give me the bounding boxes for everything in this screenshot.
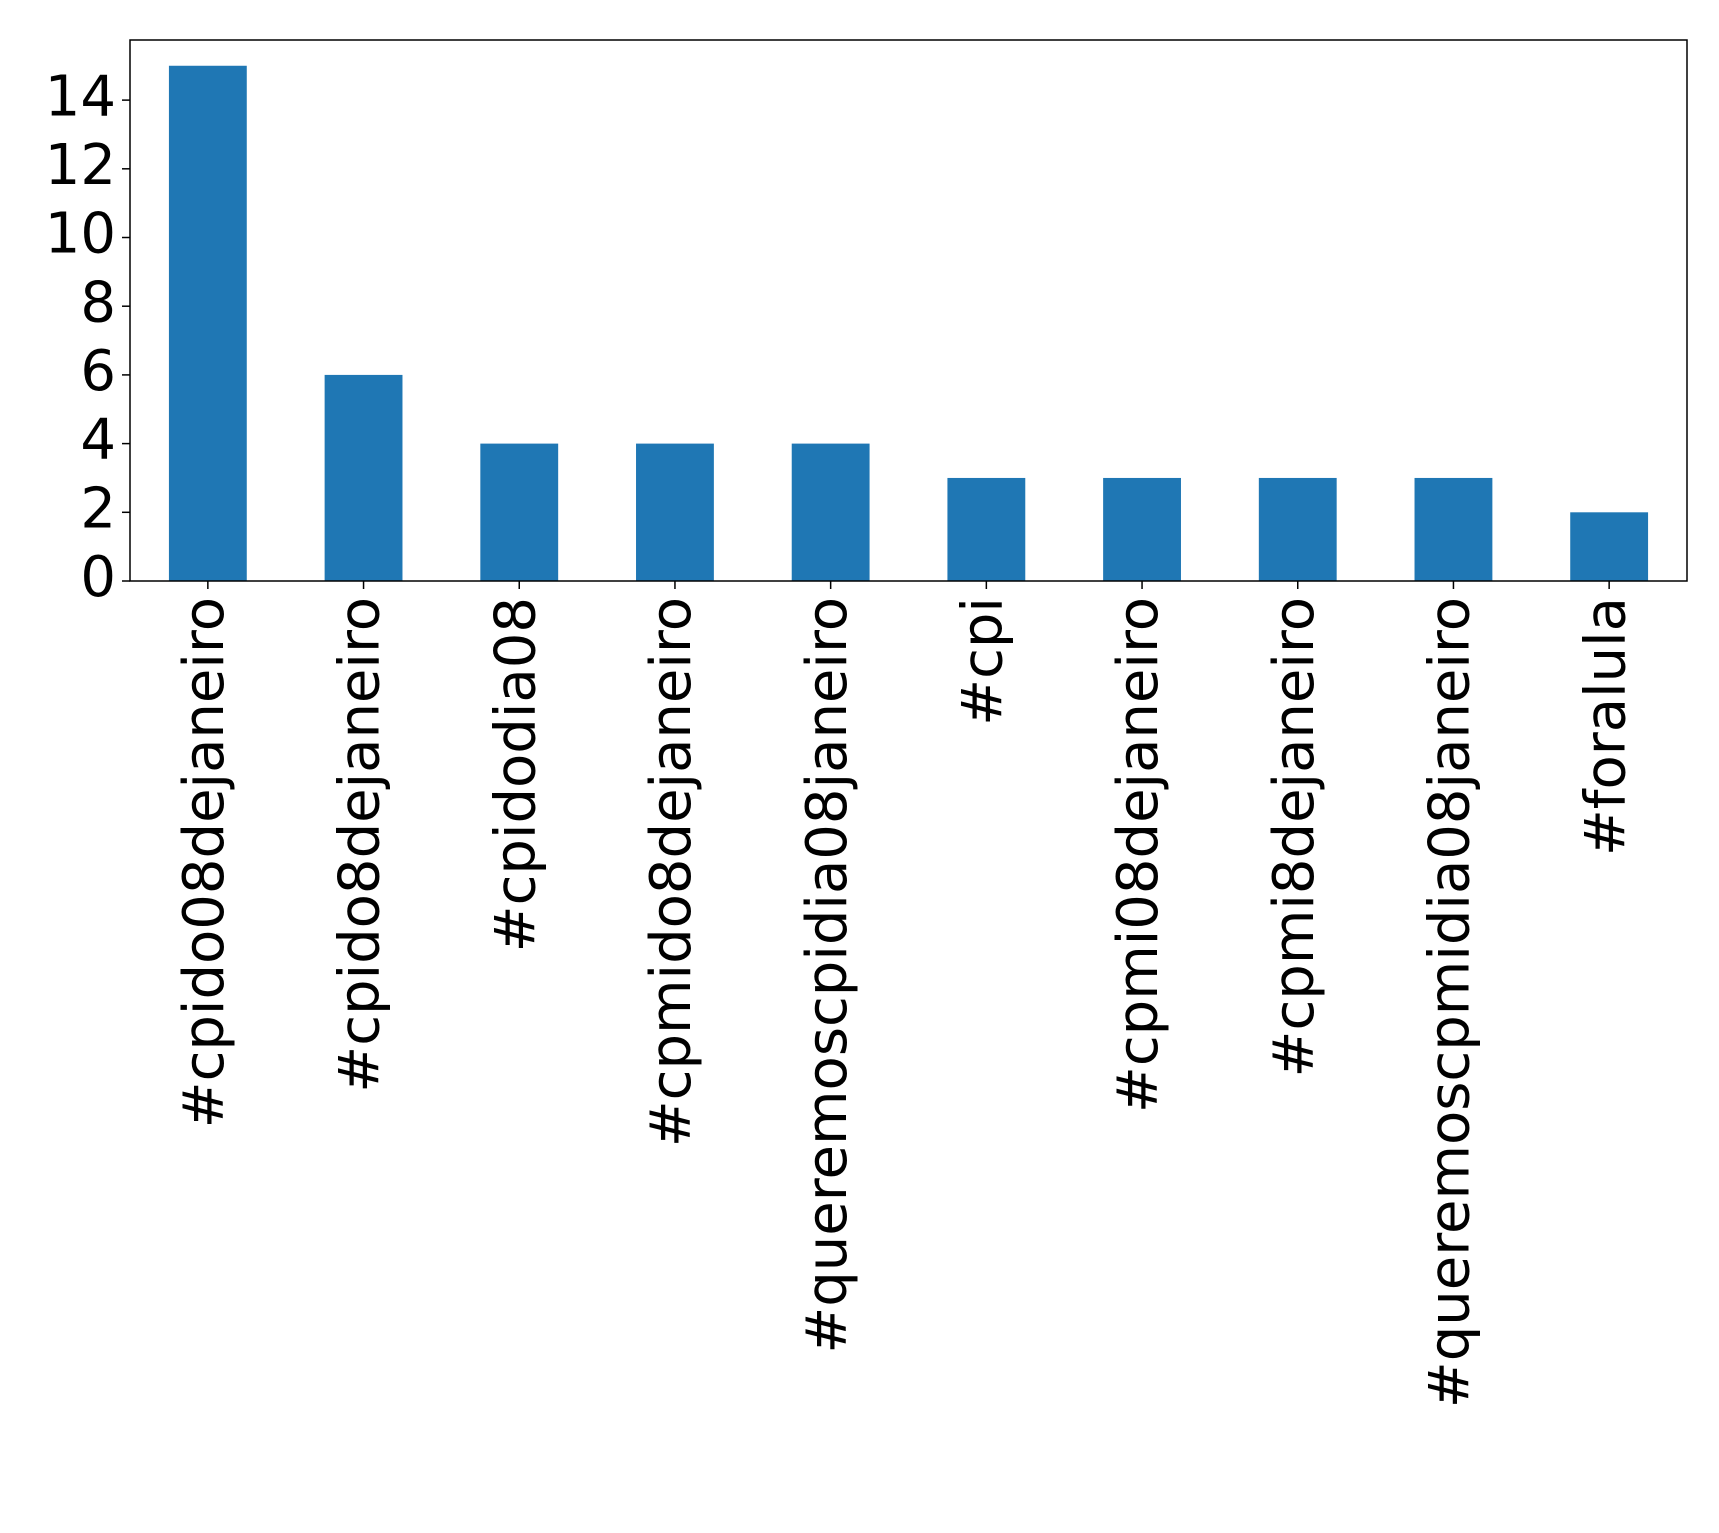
bar — [1258, 477, 1337, 581]
x-tick-label: #cpmido8dejaneiro — [639, 597, 704, 1147]
bar — [1570, 512, 1649, 581]
x-tick-label: #queremoscpidia08janeiro — [795, 597, 860, 1354]
bar — [1414, 477, 1493, 581]
y-tick-label: 8 — [80, 270, 116, 335]
x-tick-label: #cpido08dejaneiro — [172, 597, 237, 1128]
bar — [636, 443, 714, 581]
x-tick-label: #cpmi8dejaneiro — [1262, 597, 1327, 1077]
x-tick-label: #cpidodia08 — [483, 597, 548, 952]
y-tick-label: 2 — [80, 476, 116, 541]
x-tick-label: #cpmi08dejaneiro — [1106, 597, 1171, 1113]
bar — [324, 374, 403, 581]
bar — [1103, 477, 1181, 581]
y-tick-label: 4 — [80, 408, 116, 473]
plot-frame — [129, 39, 1688, 582]
x-tick-label: #cpi — [950, 597, 1015, 726]
y-tick-label: 12 — [45, 133, 116, 198]
y-tick-label: 6 — [80, 339, 116, 404]
y-tick-label: 14 — [45, 64, 116, 129]
bar — [947, 477, 1026, 581]
x-tick-label: #foralula — [1573, 597, 1638, 856]
bar — [791, 443, 870, 581]
y-tick-label: 10 — [45, 202, 116, 267]
bar — [480, 443, 559, 581]
bar — [168, 65, 247, 581]
y-tick-label: 0 — [80, 545, 116, 610]
x-tick-label: #queremoscpmidia08janeiro — [1418, 597, 1483, 1408]
x-tick-label: #cpido8dejaneiro — [328, 597, 393, 1093]
